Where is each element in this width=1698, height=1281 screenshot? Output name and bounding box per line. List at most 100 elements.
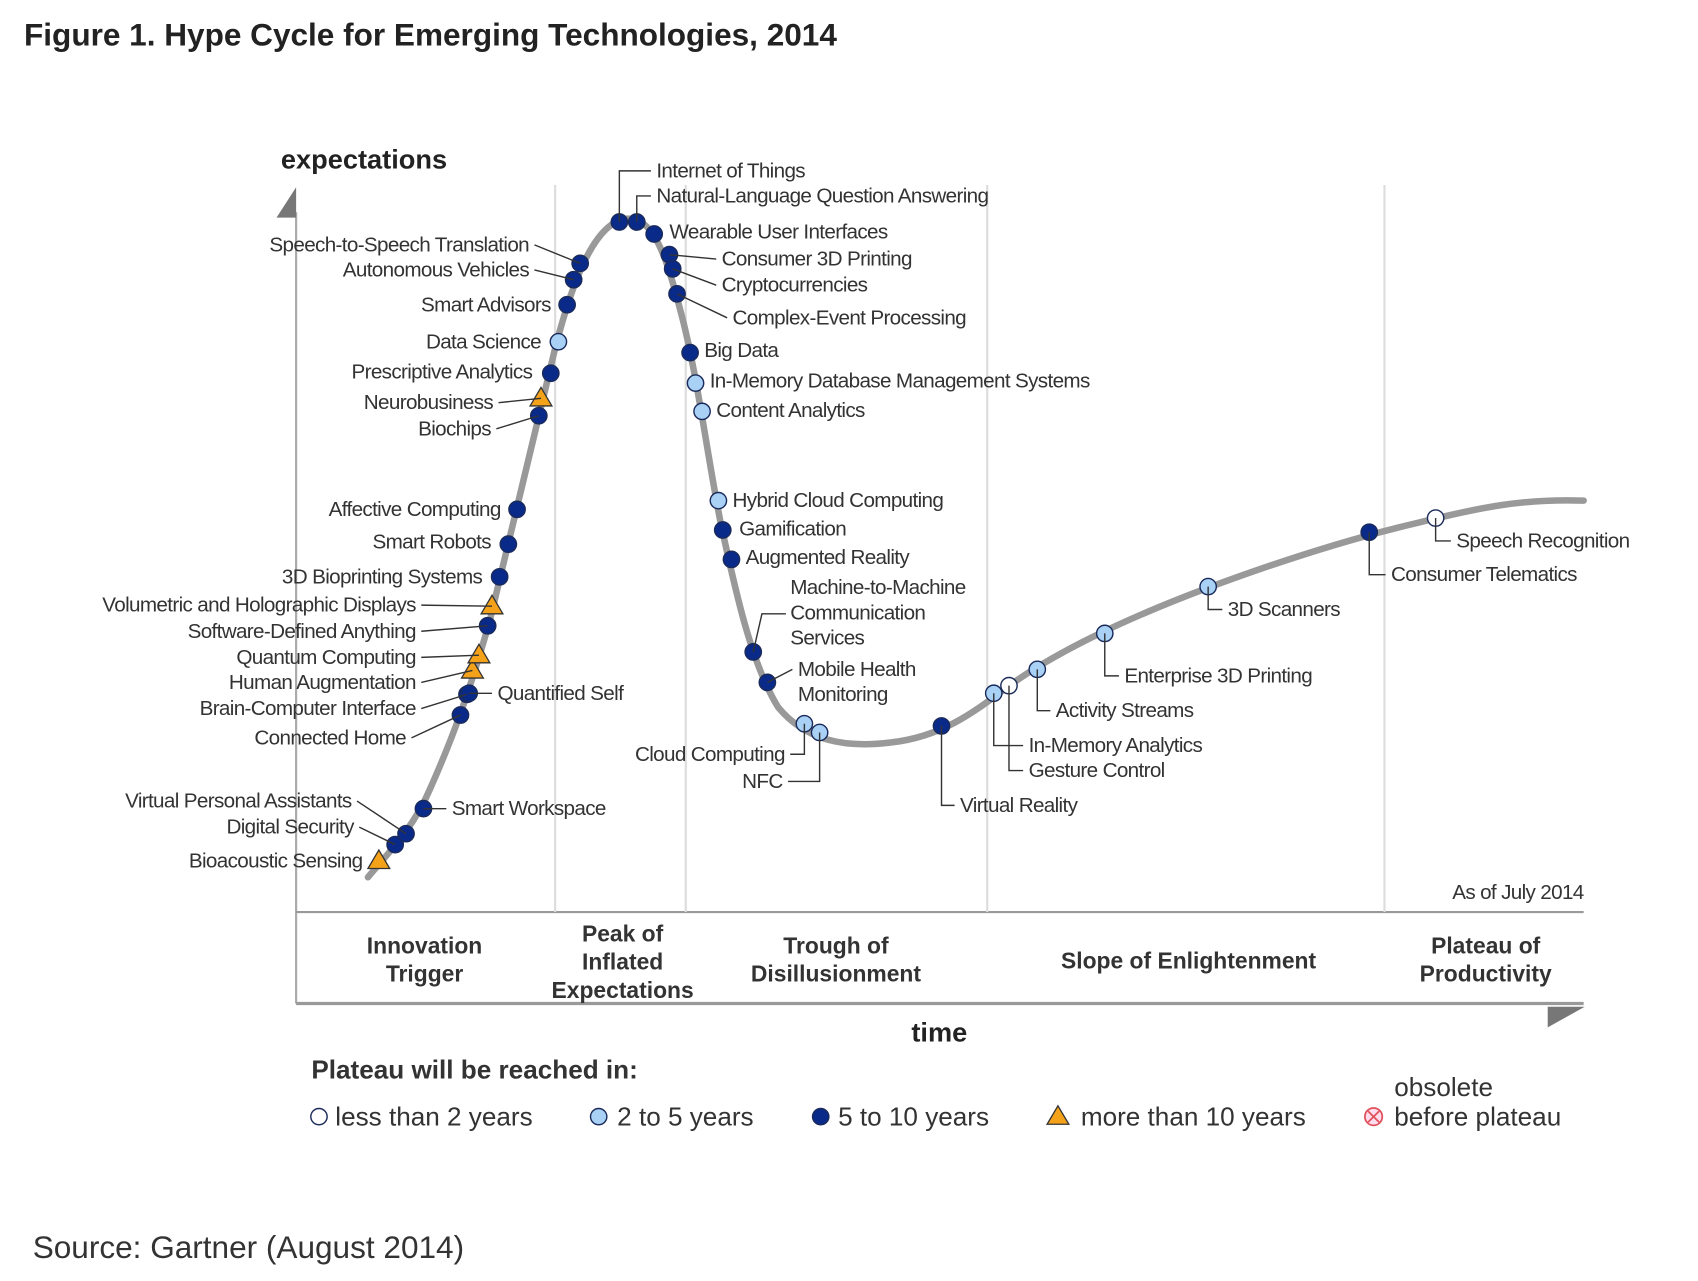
legend-label-line: less than 2 years [335, 1101, 532, 1131]
legend-label: more than 10 years [1081, 1101, 1306, 1131]
technology-label: Brain-Computer Interface [200, 697, 416, 720]
technology-item: Bioacoustic Sensing [189, 849, 363, 872]
phase-label-line: Peak of [582, 920, 664, 946]
legend-label: less than 2 years [335, 1101, 532, 1131]
technology-label: Gesture Control [1029, 759, 1165, 782]
technology-label-line: Autonomous Vehicles [343, 258, 530, 281]
leader-line [534, 269, 574, 281]
technology-item: Autonomous Vehicles [343, 258, 574, 281]
technology-item: Gamification [739, 517, 847, 540]
technology-item: In-Memory Analytics [993, 693, 1203, 757]
technology-item: Consumer 3D Printing [669, 248, 913, 271]
technology-label: Bioacoustic Sensing [189, 849, 363, 872]
technology-item: Volumetric and Holographic Displays [102, 594, 493, 617]
technology-marker-circle-icon [558, 295, 576, 314]
technology-label-line: Smart Advisors [421, 293, 551, 316]
technology-item: Neurobusiness [364, 391, 542, 414]
technology-item: Big Data [704, 339, 780, 362]
x-axis-arrow-icon [1547, 1006, 1585, 1028]
technology-label-line: Content Analytics [716, 399, 865, 422]
phase-label: Trough of Disillusionment [751, 932, 921, 986]
technology-marker-circle-icon [709, 491, 728, 510]
technology-label: Software-Defined Anything [188, 620, 416, 643]
leader-line [752, 613, 786, 653]
technology-item: Natural-Language Question Answering [636, 184, 989, 223]
technology-label-line: NFC [742, 770, 783, 793]
technology-label: Neurobusiness [364, 391, 494, 414]
leader-line [534, 244, 581, 265]
technology-item: Hybrid Cloud Computing [733, 489, 944, 512]
technology-marker-circle-icon [693, 402, 711, 421]
leader-line [411, 714, 461, 739]
leader-line [1368, 532, 1386, 576]
legend-label-line: obsolete [1394, 1072, 1493, 1102]
phase-labels: Innovation Trigger Peak of Inflated Expectat… [367, 920, 1552, 1003]
legend-item: 2 to 5 years [589, 1101, 754, 1131]
technology-item: In-Memory Database Management Systems [710, 369, 1091, 392]
technology-label-line: Virtual Reality [960, 794, 1079, 817]
technology-label-line: Neurobusiness [364, 391, 494, 414]
leader-line [676, 293, 728, 319]
axes: expectations time As of July 2014 [276, 144, 1585, 1048]
technology-item: Quantum Computing [236, 646, 479, 669]
technology-label-line: 3D Scanners [1228, 598, 1341, 621]
legend-circle-icon [310, 1107, 328, 1126]
technology-label: Virtual Personal Assistants [125, 790, 352, 813]
technology-item: Human Augmentation [229, 669, 473, 694]
technology-item: Cryptocurrencies [672, 268, 868, 297]
technology-label-line: Smart Robots [372, 531, 491, 554]
leader-line [421, 625, 488, 632]
technology-label-line: Gesture Control [1029, 759, 1165, 782]
technology-label: Gamification [739, 517, 846, 540]
leader-line [356, 800, 407, 835]
technology-label: Speech Recognition [1456, 529, 1629, 552]
technology-label-line: Machine-to-Machine [790, 576, 966, 599]
technology-item: Connected Home [254, 714, 461, 749]
technology-label-line: Human Augmentation [229, 671, 416, 694]
leader-line [1008, 685, 1024, 772]
technology-label-line: Quantified Self [497, 682, 624, 705]
leader-line [1434, 518, 1451, 542]
leader-line [1104, 633, 1119, 677]
technology-item: Complex-Event Processing [676, 293, 967, 329]
technology-item: Speech Recognition [1434, 518, 1630, 552]
technology-label: Virtual Reality [960, 794, 1079, 817]
phase-label-line: Trough of [783, 932, 889, 958]
legend-label-line: before plateau [1394, 1101, 1561, 1131]
technology-label: NFC [742, 770, 783, 793]
as-of-date: As of July 2014 [1452, 881, 1584, 904]
technology-label-line: Communication [790, 601, 925, 624]
legend-label: 2 to 5 years [617, 1101, 753, 1131]
phase-label-line: Expectations [552, 977, 694, 1003]
technology-label-line: Services [790, 626, 864, 649]
technology-label-line: Gamification [739, 517, 846, 540]
technology-marker-triangle-icon [460, 658, 485, 679]
leader-line [790, 723, 806, 755]
technology-label-line: Speech-to-Speech Translation [269, 233, 529, 256]
technology-label-line: Activity Streams [1056, 699, 1194, 722]
technology-item: Virtual Personal Assistants [125, 790, 407, 835]
technology-item: Consumer Telematics [1368, 532, 1578, 586]
technology-label-line: 3D Bioprinting Systems [282, 565, 483, 588]
technology-label-line: Augmented Reality [746, 546, 911, 569]
y-axis-label: expectations [281, 144, 447, 175]
technology-label-line: Affective Computing [329, 498, 501, 521]
leader-line [940, 725, 955, 807]
legend-x-mark [1367, 1110, 1380, 1123]
technology-label-line: Volumetric and Holographic Displays [102, 594, 416, 617]
hype-curve [364, 215, 1587, 881]
technology-label-line: Big Data [704, 339, 779, 362]
source-note: Source: Gartner (August 2014) [33, 1229, 464, 1265]
leader-line [672, 268, 717, 286]
technology-marker-circle-icon [541, 364, 560, 383]
technology-label-line: Hybrid Cloud Computing [733, 489, 944, 512]
technology-label: Smart Advisors [421, 293, 551, 316]
phase-label-line: Inflated [582, 949, 663, 975]
phase-label-line: Innovation [367, 932, 482, 958]
technology-label-line: Cloud Computing [635, 743, 785, 766]
technology-label-line: Enterprise 3D Printing [1124, 664, 1312, 687]
technology-label: Big Data [704, 339, 779, 362]
technology-marker-circle-icon [564, 270, 583, 289]
technology-item: Smart Advisors [421, 293, 552, 316]
